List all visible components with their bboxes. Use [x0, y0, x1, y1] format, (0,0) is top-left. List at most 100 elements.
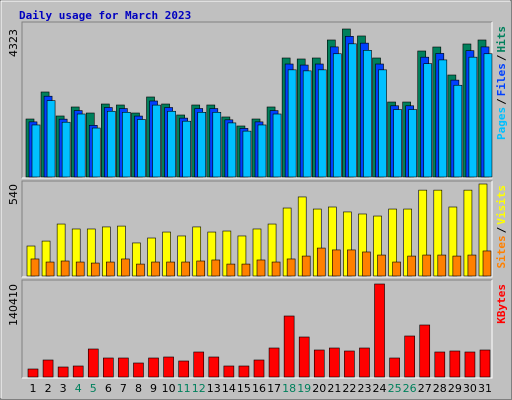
- bar: [242, 130, 252, 178]
- legend: KBytes: [495, 284, 508, 324]
- x-tick-label: 19: [297, 382, 311, 395]
- x-tick-label: 2: [45, 382, 52, 395]
- bar: [377, 254, 386, 277]
- bar: [208, 356, 220, 378]
- bevel: [21, 180, 492, 277]
- x-tick-label: 16: [252, 382, 266, 395]
- bar: [483, 53, 493, 178]
- bar: [27, 368, 39, 378]
- bar: [407, 255, 416, 277]
- x-tick-label: 31: [478, 382, 492, 395]
- bar: [42, 359, 54, 378]
- bar: [60, 260, 70, 277]
- x-tick-label: 20: [312, 382, 326, 395]
- x-tick-label: 22: [342, 382, 356, 395]
- bar: [253, 359, 265, 378]
- legend-entry: Pages: [495, 107, 508, 140]
- x-tick-label: 15: [237, 382, 251, 395]
- chart-title: Daily usage for March 2023: [19, 9, 191, 22]
- bar: [181, 261, 190, 277]
- x-tick-label: 7: [120, 382, 127, 395]
- x-tick-label: 10: [162, 382, 176, 395]
- bar: [256, 259, 266, 277]
- x-tick-label: 27: [418, 382, 432, 395]
- bar: [166, 261, 175, 277]
- bar: [107, 110, 116, 178]
- bevel: [21, 21, 492, 178]
- bar: [196, 260, 206, 277]
- bar: [271, 261, 281, 277]
- bar: [241, 263, 251, 277]
- bar: [61, 121, 71, 178]
- bar: [30, 258, 40, 277]
- legend-separator: /: [495, 98, 508, 105]
- y-tick-label: 540: [7, 184, 20, 205]
- legend-entry: Hits: [495, 26, 508, 53]
- legend-entry: KBytes: [495, 284, 508, 324]
- bar: [392, 261, 401, 277]
- x-tick-label: 28: [433, 382, 447, 395]
- bar: [434, 351, 446, 378]
- bar: [298, 336, 310, 378]
- bar: [423, 63, 433, 178]
- bar: [121, 258, 130, 277]
- bar: [31, 124, 41, 178]
- bar: [344, 350, 355, 378]
- bar: [286, 258, 296, 277]
- bar: [46, 100, 56, 178]
- bar: [363, 50, 372, 178]
- bar: [468, 56, 478, 178]
- bar: [449, 350, 461, 378]
- bar: [452, 255, 462, 277]
- legend-separator: /: [495, 226, 508, 233]
- legend-separator: /: [495, 54, 508, 61]
- bevel: [22, 280, 493, 379]
- bar: [419, 324, 431, 378]
- x-tick-label: 8: [135, 382, 142, 395]
- bar: [45, 261, 55, 277]
- legend-entry: Files: [495, 63, 508, 96]
- bar: [283, 315, 295, 378]
- bar: [453, 84, 463, 178]
- bar: [223, 365, 235, 378]
- x-tick-label: 29: [448, 382, 462, 395]
- x-tick-label: 17: [267, 382, 281, 395]
- bar: [437, 254, 447, 277]
- bar: [333, 53, 342, 178]
- legend-entry: Visits: [495, 185, 508, 225]
- bar: [301, 255, 311, 277]
- x-tick-label: 14: [222, 382, 236, 395]
- bar: [378, 69, 387, 178]
- bar: [148, 357, 159, 378]
- x-tick-label: 24: [373, 382, 387, 395]
- bar: [393, 109, 402, 178]
- x-tick-label: 9: [150, 382, 157, 395]
- bevel: [22, 181, 493, 278]
- x-tick-label: 5: [90, 382, 97, 395]
- bar: [76, 113, 86, 178]
- x-tick-label: 13: [207, 382, 221, 395]
- bar: [136, 263, 145, 277]
- bar: [238, 365, 250, 378]
- bar: [182, 120, 191, 178]
- bar: [91, 127, 101, 178]
- x-tick-label: 23: [357, 382, 371, 395]
- bar: [163, 356, 174, 378]
- bar: [151, 261, 160, 277]
- bar: [211, 259, 221, 277]
- bar: [72, 365, 84, 378]
- bar: [374, 283, 385, 378]
- y-tick-label: 4323: [7, 29, 20, 57]
- x-tick-label: 26: [403, 382, 417, 395]
- bar: [226, 263, 236, 277]
- bar: [75, 261, 85, 277]
- bar: [302, 70, 312, 178]
- bar: [106, 261, 115, 277]
- bar: [479, 349, 491, 378]
- bar: [87, 348, 99, 378]
- bar: [212, 111, 222, 178]
- bar: [347, 249, 356, 277]
- y-tick-label: 140410: [7, 284, 20, 326]
- bar: [316, 247, 326, 277]
